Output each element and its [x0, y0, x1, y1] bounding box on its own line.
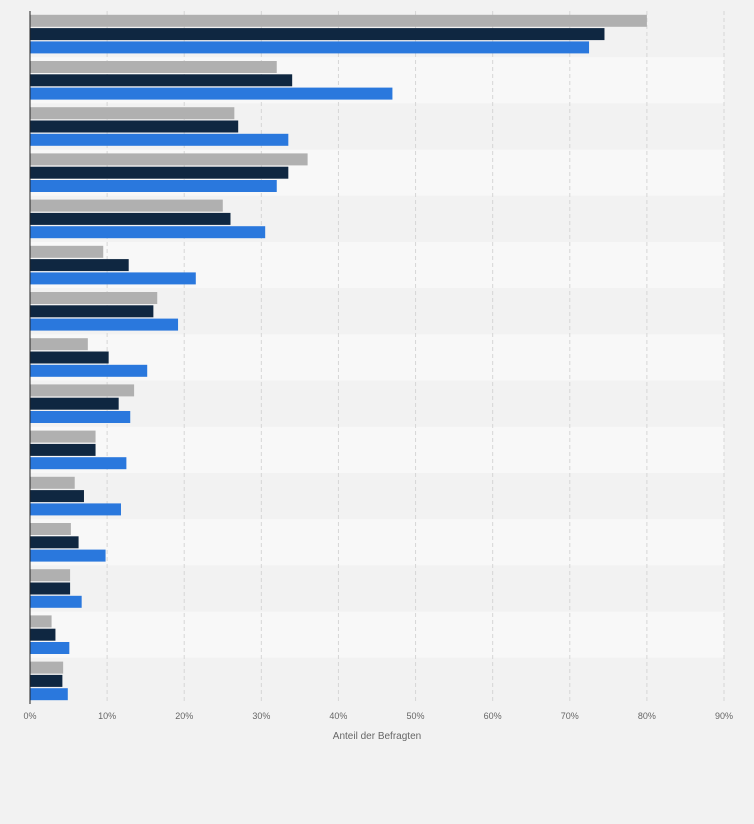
x-tick-label: 40% — [329, 711, 347, 721]
x-tick-label: 30% — [252, 711, 270, 721]
bar — [30, 364, 148, 377]
bar — [30, 28, 605, 41]
bar — [30, 628, 56, 641]
x-tick-label: 70% — [561, 711, 579, 721]
bar — [30, 430, 96, 443]
bar — [30, 582, 71, 595]
x-axis-ticks: 0% 10% 20% 30% 40% 50% 60% 70% 80% 90% — [23, 711, 733, 721]
bar — [30, 318, 179, 331]
row-band — [30, 611, 724, 658]
bar — [30, 212, 231, 225]
x-tick-label: 10% — [98, 711, 116, 721]
grid-lines — [106, 11, 725, 704]
bar — [30, 615, 52, 628]
bar — [30, 674, 63, 687]
bar — [30, 305, 154, 318]
bar — [30, 259, 129, 272]
row-band — [30, 565, 724, 612]
bar — [30, 661, 64, 674]
bar — [30, 153, 308, 166]
bar — [30, 133, 289, 146]
x-tick-label: 50% — [407, 711, 425, 721]
bar — [30, 41, 590, 54]
row-band — [30, 380, 724, 427]
bars-group — [30, 14, 647, 701]
x-tick-label: 80% — [638, 711, 656, 721]
x-tick-label: 60% — [484, 711, 502, 721]
bar — [30, 384, 135, 397]
bar — [30, 199, 223, 212]
bar — [30, 14, 647, 27]
row-band — [30, 426, 724, 473]
bar — [30, 443, 96, 456]
bar — [30, 642, 70, 654]
bar — [30, 87, 393, 100]
x-tick-label: 0% — [23, 711, 36, 721]
bar — [30, 292, 158, 304]
row-band — [30, 657, 724, 704]
bar — [30, 490, 84, 503]
bar — [30, 523, 71, 535]
x-tick-label: 20% — [175, 711, 193, 721]
x-tick-label: 90% — [715, 711, 733, 721]
bar — [30, 688, 68, 701]
bar — [30, 245, 104, 258]
x-axis-title: Anteil der Befragten — [333, 731, 421, 742]
row-band — [30, 519, 724, 566]
bar — [30, 61, 277, 73]
bar — [30, 338, 88, 351]
bar — [30, 503, 121, 516]
bar — [30, 569, 71, 582]
bar — [30, 74, 293, 87]
bar — [30, 107, 235, 120]
bar — [30, 536, 79, 549]
bar — [30, 411, 131, 423]
bar — [30, 272, 196, 285]
bar — [30, 166, 289, 179]
bar — [30, 457, 127, 470]
bar — [30, 397, 119, 410]
bar — [30, 549, 106, 562]
bar — [30, 351, 109, 364]
bar — [30, 595, 82, 608]
bar — [30, 226, 266, 239]
bar — [30, 120, 239, 133]
row-band — [30, 473, 724, 520]
bar — [30, 180, 277, 192]
bar — [30, 476, 75, 489]
